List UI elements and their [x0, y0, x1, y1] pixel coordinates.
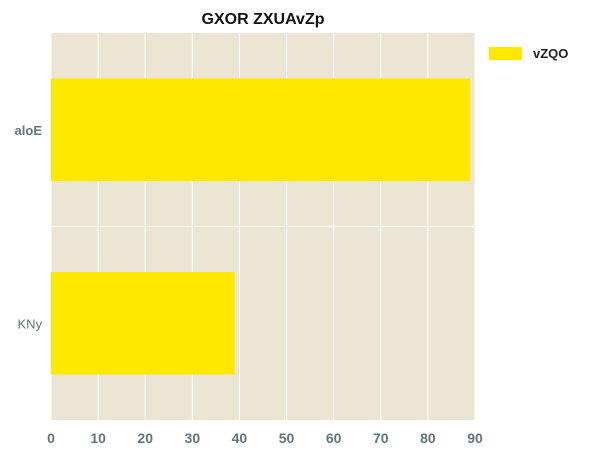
x-tick-label-40: 40 — [232, 430, 248, 446]
bar-aloE — [51, 78, 470, 181]
bar-KNy — [51, 272, 235, 375]
x-tick-label-60: 60 — [326, 430, 342, 446]
x-tick-label-20: 20 — [137, 430, 153, 446]
chart-title: GXOR ZXUAvZp — [202, 11, 325, 28]
category-label-KNy: KNy — [17, 316, 42, 331]
x-tick-label-30: 30 — [185, 430, 201, 446]
x-tick-label-0: 0 — [47, 430, 55, 446]
legend-label-vZQO: vZQO — [533, 46, 568, 61]
x-tick-label-50: 50 — [279, 430, 295, 446]
x-tick-label-80: 80 — [420, 430, 436, 446]
x-tick-label-70: 70 — [373, 430, 389, 446]
y-axis-categories: aloE KNy — [15, 123, 43, 332]
x-tick-label-90: 90 — [467, 430, 483, 446]
category-label-aloE: aloE — [15, 123, 43, 138]
legend-swatch-vZQO — [489, 47, 522, 60]
legend: vZQO — [489, 46, 568, 61]
x-axis-ticks: 0 10 20 30 40 50 60 70 80 90 — [47, 430, 483, 446]
x-tick-label-10: 10 — [90, 430, 106, 446]
